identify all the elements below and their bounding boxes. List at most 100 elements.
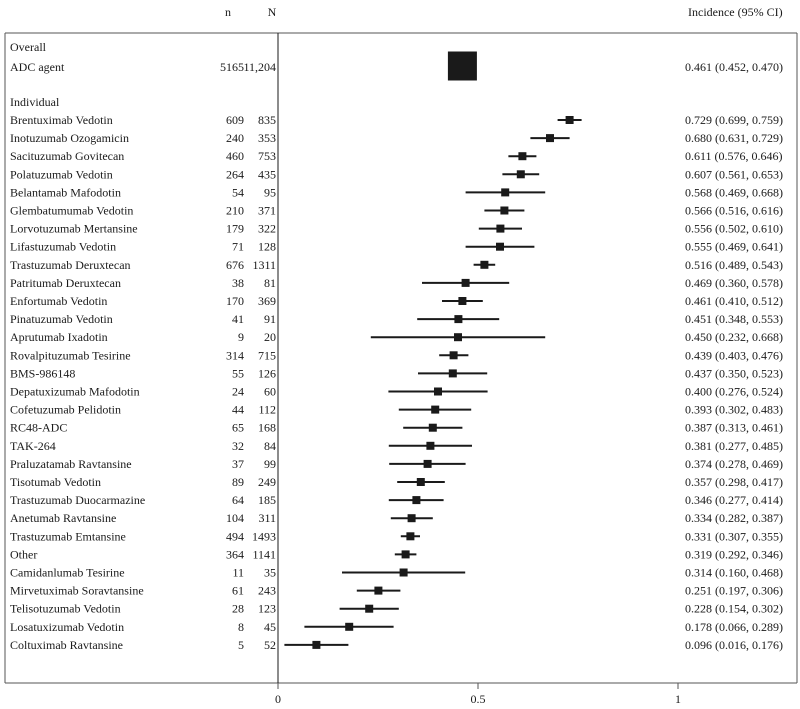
row-label: Coltuximab Ravtansine <box>10 638 123 652</box>
x-tick-label: 0 <box>275 692 281 706</box>
row-label: Polatuzumab Vedotin <box>10 167 113 181</box>
table-row: BMS-986148 55 126 0.437 (0.350, 0.523) <box>10 366 783 380</box>
estimate-square <box>374 586 383 595</box>
row-n: 11 <box>232 566 244 580</box>
estimate-square <box>518 152 527 161</box>
estimate-square <box>345 622 354 631</box>
row-N: 185 <box>258 493 276 507</box>
table-row: Other 364 1141 0.319 (0.292, 0.346) <box>10 547 783 561</box>
table-row: TAK-264 32 84 0.381 (0.277, 0.485) <box>10 439 783 453</box>
row-label: Lifastuzumab Vedotin <box>10 240 116 254</box>
row-label: Telisotuzumab Vedotin <box>10 602 121 616</box>
row-ci-text: 0.461 (0.410, 0.512) <box>685 294 783 308</box>
estimate-square <box>412 496 421 505</box>
table-row: Inotuzumab Ozogamicin 240 353 0.680 (0.631,… <box>10 131 783 145</box>
row-N: 311 <box>258 511 276 525</box>
row-N: 835 <box>258 113 276 127</box>
row-label: Depatuxizumab Mafodotin <box>10 385 140 399</box>
row-n: 240 <box>226 131 244 145</box>
row-N: 435 <box>258 167 276 181</box>
row-ci-text: 0.357 (0.298, 0.417) <box>685 475 783 489</box>
estimate-square <box>407 514 416 523</box>
row-label: Glembatumumab Vedotin <box>10 204 133 218</box>
row-label: Trastuzumab Deruxtecan <box>10 258 131 272</box>
row-ci-text: 0.387 (0.313, 0.461) <box>685 421 783 435</box>
estimate-square <box>431 405 440 414</box>
row-n: 71 <box>232 240 244 254</box>
row-N: 35 <box>264 566 276 580</box>
table-row: Patritumab Deruxtecan 38 81 0.469 (0.360, 0… <box>10 276 783 290</box>
table-row: RC48-ADC 65 168 0.387 (0.313, 0.461) <box>10 421 783 435</box>
row-n: 32 <box>232 439 244 453</box>
row-ci-text: 0.439 (0.403, 0.476) <box>685 348 783 362</box>
row-n: 41 <box>232 312 244 326</box>
row-ci-text: 0.607 (0.561, 0.653) <box>685 167 783 181</box>
table-row: Pinatuzumab Vedotin 41 91 0.451 (0.348, 0.5… <box>10 312 783 326</box>
row-ci-text: 0.096 (0.016, 0.176) <box>685 638 783 652</box>
table-row: Coltuximab Ravtansine 5 52 0.096 (0.016, 0.… <box>10 638 783 652</box>
estimate-square <box>399 568 408 577</box>
row-label: Brentuximab Vedotin <box>10 113 113 127</box>
row-N: 126 <box>258 366 276 380</box>
row-n: 314 <box>226 348 244 362</box>
row-label: Camidanlumab Tesirine <box>10 566 125 580</box>
row-label: Sacituzumab Govitecan <box>10 149 124 163</box>
estimate-square <box>448 369 457 378</box>
table-row: Brentuximab Vedotin 609 835 0.729 (0.699, 0… <box>10 113 783 127</box>
row-N: 91 <box>264 312 276 326</box>
row-N: 249 <box>258 475 276 489</box>
estimate-square <box>458 297 467 305</box>
group-label-individual: Individual <box>10 95 60 109</box>
row-n: 38 <box>232 276 244 290</box>
row-N: 99 <box>264 457 276 471</box>
table-row: Glembatumumab Vedotin 210 371 0.566 (0.516,… <box>10 204 783 218</box>
row-N: 243 <box>258 584 276 598</box>
table-row: Mirvetuximab Soravtansine 61 243 0.251 (0.1… <box>10 584 783 598</box>
estimate-square <box>434 387 442 396</box>
estimate-square <box>501 188 510 197</box>
row-ci-text: 0.314 (0.160, 0.468) <box>685 566 783 580</box>
row-n: 55 <box>232 366 244 380</box>
row-N: 20 <box>264 330 276 344</box>
row-n: 676 <box>226 258 244 272</box>
estimate-square <box>401 550 410 559</box>
table-row: Polatuzumab Vedotin 264 435 0.607 (0.561, 0… <box>10 167 783 181</box>
row-n: 8 <box>238 620 244 634</box>
table-row: Trastuzumab Duocarmazine 64 185 0.346 (0.27… <box>10 493 783 507</box>
overall-N: 11,204 <box>243 60 276 74</box>
row-n: 210 <box>226 204 244 218</box>
row-n: 54 <box>232 185 244 199</box>
row-label: Trastuzumab Emtansine <box>10 529 126 543</box>
row-label: Other <box>10 547 37 561</box>
header-n: n <box>225 5 231 19</box>
table-row: Praluzatamab Ravtansine 37 99 0.374 (0.278,… <box>10 457 783 471</box>
estimate-square <box>496 242 504 251</box>
row-ci-text: 0.555 (0.469, 0.641) <box>685 240 783 254</box>
row-label: TAK-264 <box>10 439 56 453</box>
header-N: N <box>268 5 277 19</box>
estimate-square <box>454 315 463 324</box>
row-N: 1311 <box>252 258 276 272</box>
estimate-square <box>546 134 554 143</box>
row-label: Cofetuzumab Pelidotin <box>10 403 121 417</box>
row-n: 494 <box>226 529 244 543</box>
row-label: Patritumab Deruxtecan <box>10 276 121 290</box>
estimate-square <box>365 604 374 613</box>
row-n: 65 <box>232 421 244 435</box>
row-ci-text: 0.451 (0.348, 0.553) <box>685 312 783 326</box>
row-label: Inotuzumab Ozogamicin <box>10 131 129 145</box>
table-row: Tisotumab Vedotin 89 249 0.357 (0.298, 0.41… <box>10 475 783 489</box>
row-ci-text: 0.437 (0.350, 0.523) <box>685 366 783 380</box>
x-axis: 0 0.5 1 <box>275 683 681 706</box>
table-row: Anetumab Ravtansine 104 311 0.334 (0.282, 0… <box>10 511 783 525</box>
row-n: 9 <box>238 330 244 344</box>
table-row: Telisotuzumab Vedotin 28 123 0.228 (0.154, … <box>10 602 783 616</box>
row-N: 52 <box>264 638 276 652</box>
overall-estimate-square <box>447 51 477 81</box>
row-n: 264 <box>226 167 244 181</box>
row-n: 179 <box>226 222 244 236</box>
group-label-overall: Overall <box>10 40 47 54</box>
row-n: 5 <box>238 638 244 652</box>
row-ci-text: 0.331 (0.307, 0.355) <box>685 529 783 543</box>
estimate-square <box>480 260 489 269</box>
